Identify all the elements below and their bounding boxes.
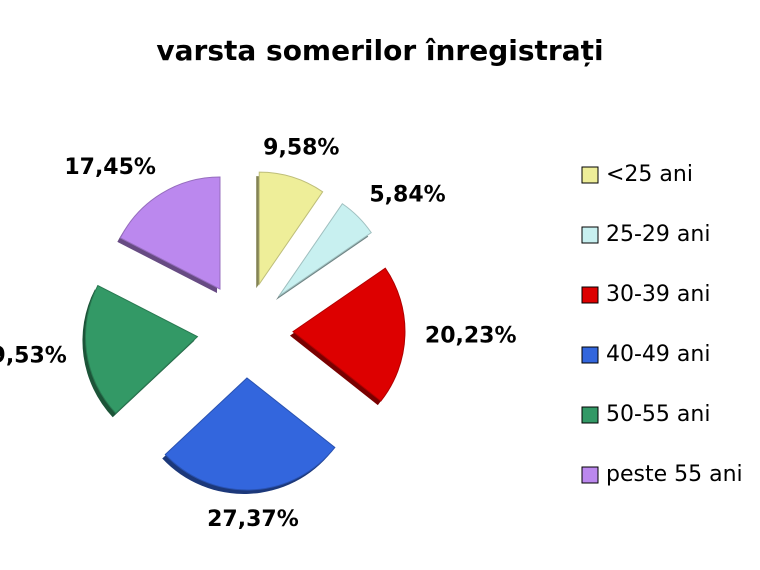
legend-swatch (581, 286, 599, 304)
legend-label: 30-39 ani (606, 282, 710, 307)
legend-label: 50-55 ani (606, 402, 710, 427)
data-label: 20,23% (425, 323, 517, 348)
legend-label: 40-49 ani (606, 342, 710, 367)
slice (292, 267, 406, 402)
data-label: 17,45% (64, 155, 156, 180)
legend-swatch (581, 406, 599, 424)
legend-swatch (581, 226, 599, 244)
data-label: 27,37% (207, 507, 299, 532)
slice (84, 284, 199, 414)
chart-title: varsta somerilor înregistrați (156, 34, 603, 67)
data-label: 19,53% (0, 343, 67, 368)
legend-swatch (581, 466, 599, 484)
slice (278, 203, 372, 297)
slice (119, 176, 221, 290)
slice (164, 377, 336, 491)
data-label: 9,58% (263, 136, 339, 161)
legend-label: 25-29 ani (606, 222, 710, 247)
legend-label: <25 ani (606, 162, 693, 187)
legend-swatch (581, 346, 599, 364)
slice (258, 171, 324, 286)
legend-label: peste 55 ani (606, 462, 743, 487)
data-label: 5,84% (369, 183, 445, 208)
legend-swatch (581, 166, 599, 184)
